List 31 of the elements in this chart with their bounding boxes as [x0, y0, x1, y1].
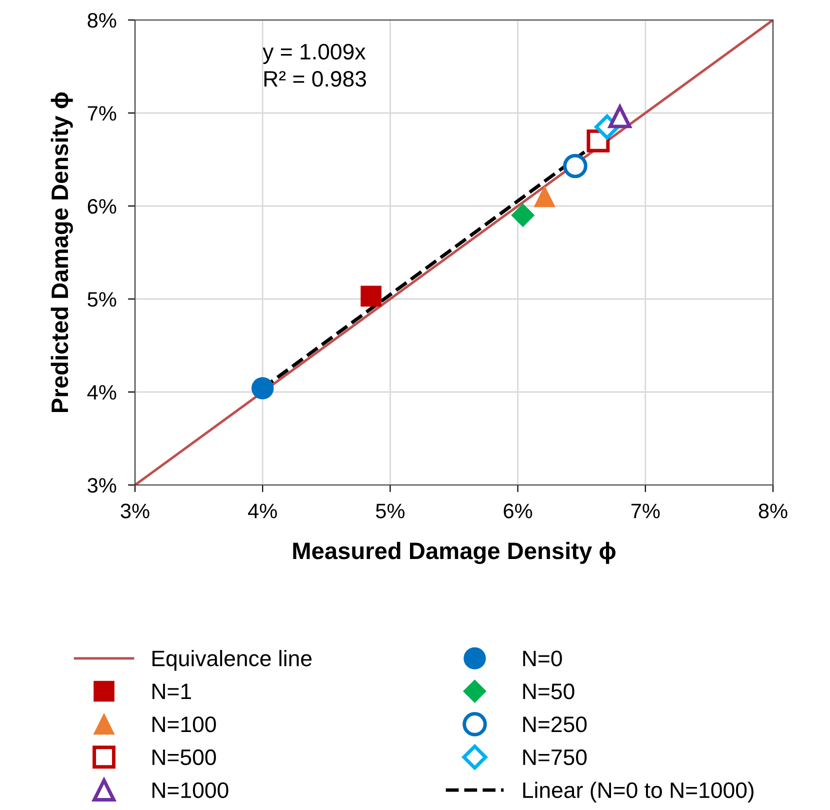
legend-label: N=50: [523, 684, 574, 700]
point: [251, 377, 274, 400]
y-tick-label: 7%: [88, 106, 116, 121]
point: [563, 154, 588, 178]
x-tick-label: 5%: [376, 504, 405, 518]
annotation: y = 1.009x R² = 0.983: [262, 44, 366, 87]
legend-label: N=1000: [152, 782, 228, 798]
x-tick-label: 6%: [504, 504, 532, 518]
point: [511, 204, 534, 227]
x-tick-label: 8%: [758, 504, 788, 518]
legend-label: N=1: [152, 684, 191, 700]
point: [360, 286, 382, 307]
x-tick-label: 3%: [120, 504, 150, 518]
legend-label: N=750: [523, 749, 587, 766]
legend-label: Equivalence line: [152, 650, 312, 671]
point: [608, 105, 632, 128]
x-tick-label: 4%: [248, 504, 277, 518]
y-tick-label: 8%: [88, 13, 116, 28]
y-axis-title: Predicted Damage Density ϕ: [50, 92, 73, 412]
legend-label: N=500: [152, 749, 216, 766]
point: [534, 186, 556, 208]
y-tick-label: 3%: [88, 478, 116, 493]
legend-label: N=250: [523, 716, 587, 732]
y-tick-label: 4%: [87, 385, 116, 400]
x-axis-title: Measured Damage Density ϕ: [293, 542, 616, 564]
legend-label: Linear (N=0 to N=1000): [523, 782, 754, 802]
legend-label: N=0: [523, 650, 562, 666]
y-tick-label: 5%: [88, 292, 116, 307]
x-tick-label: 7%: [631, 504, 660, 518]
legend-label: N=100: [152, 716, 216, 732]
y-tick-label: 6%: [88, 199, 116, 214]
